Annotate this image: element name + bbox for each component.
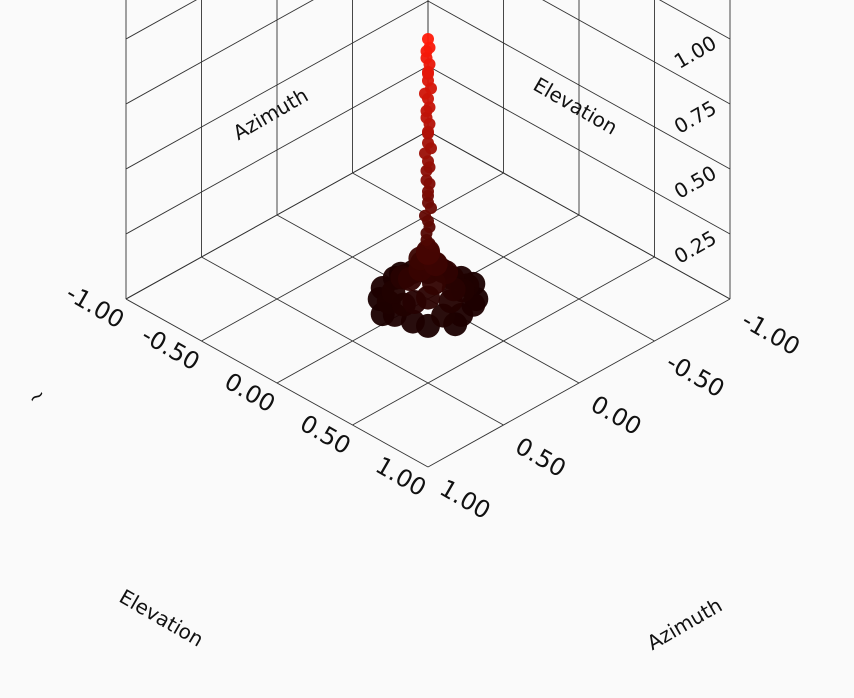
floor-grid-line xyxy=(352,172,655,342)
elevation-axis-title: Elevation xyxy=(115,584,207,651)
azimuth-tick-label: 0.50 xyxy=(511,432,571,483)
left-wall-grid-line xyxy=(658,0,731,40)
data-point xyxy=(422,137,434,149)
data-point xyxy=(420,174,433,187)
z-axis-title: ~ xyxy=(23,381,50,410)
left-wall-grid-line xyxy=(427,130,731,300)
azimuth-tick-label: -0.50 xyxy=(662,348,730,403)
elevation-tick-label: 0.50 xyxy=(295,409,355,460)
azimuth-tick-label: -1.00 xyxy=(737,306,805,361)
data-point xyxy=(422,33,434,45)
azimuth-axis-title: Azimuth xyxy=(643,593,726,655)
floor-grid-line xyxy=(201,256,504,426)
azimuth-tick-label: 1.00 xyxy=(435,474,495,525)
right-wall-grid-line xyxy=(125,65,429,235)
z-tick-label: 1.00 xyxy=(670,31,721,74)
axis-titles: Elevation Azimuth ~ Azimuth Elevation xyxy=(23,72,726,655)
back-wall-elevation-label: Elevation xyxy=(529,72,621,139)
floor-grid-line xyxy=(125,298,429,468)
data-points xyxy=(367,33,489,338)
z-tick-label: 0.50 xyxy=(670,161,721,204)
left-wall-grid-line xyxy=(542,0,731,105)
right-wall-grid-line xyxy=(125,0,314,105)
elevation-tick-label: -0.50 xyxy=(137,321,205,376)
left-wall-grid-line xyxy=(427,0,731,170)
back-wall-azimuth-label: Azimuth xyxy=(229,83,312,145)
z-tick-label: 0.75 xyxy=(670,96,721,139)
right-wall-grid-line xyxy=(125,130,429,300)
right-wall-grid-line xyxy=(125,0,429,170)
right-wall-grid-line xyxy=(125,0,198,40)
left-wall-grid-line xyxy=(427,65,731,235)
elevation-tick-label: 1.00 xyxy=(371,451,431,502)
elevation-tick-label: -1.00 xyxy=(61,279,129,334)
z-tick-label: 0.25 xyxy=(670,226,721,269)
azimuth-tick-label: 0.00 xyxy=(586,390,646,441)
elevation-tick-label: 0.00 xyxy=(220,367,280,418)
